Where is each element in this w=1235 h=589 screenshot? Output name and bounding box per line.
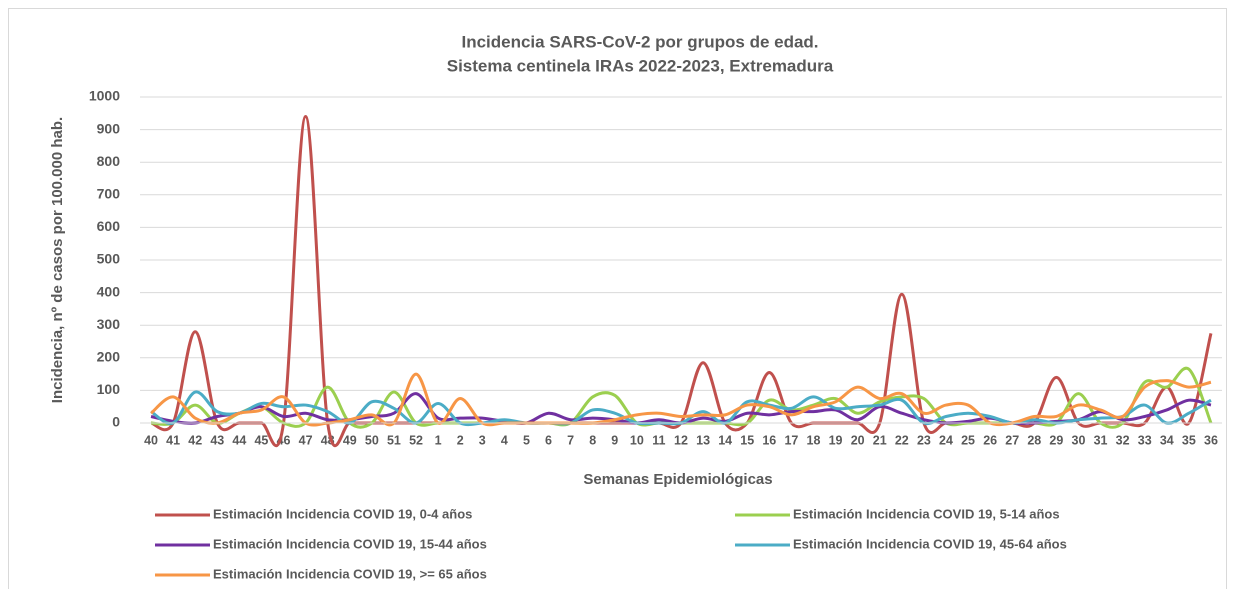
x-tick-label: 51 [387,433,401,447]
x-tick-label: 16 [762,433,776,447]
x-tick-label: 15 [740,433,754,447]
x-tick-label: 47 [299,433,313,447]
y-tick-label: 600 [97,218,121,234]
y-tick-label: 300 [97,316,121,332]
x-tick-label: 27 [1005,433,1019,447]
x-tick-label: 28 [1027,433,1041,447]
y-tick-label: 700 [97,186,121,202]
legend-label: Estimación Incidencia COVID 19, 45-64 añ… [793,536,1067,551]
x-tick-label: 33 [1138,433,1152,447]
x-axis-title: Semanas Epidemiológicas [583,471,772,488]
y-tick-label: 200 [97,349,121,365]
x-tick-label: 11 [652,433,665,447]
x-tick-label: 3 [479,433,486,447]
x-tick-label: 21 [873,433,887,447]
y-axis-title: Incidencia, nº de casos por 100.000 hab. [49,117,66,403]
y-tick-label: 1000 [89,88,120,104]
x-tick-label: 22 [895,433,909,447]
y-tick-label: 900 [97,120,121,136]
x-tick-label: 1 [435,433,442,447]
x-tick-label: 42 [188,433,202,447]
legend-label: Estimación Incidencia COVID 19, 15-44 añ… [213,536,487,551]
x-tick-label: 44 [232,433,246,447]
x-tick-label: 43 [210,433,224,447]
x-tick-label: 17 [784,433,798,447]
x-tick-label: 35 [1182,433,1196,447]
legend-label: Estimación Incidencia COVID 19, >= 65 añ… [213,566,487,581]
x-tick-label: 23 [917,433,931,447]
y-tick-label: 800 [97,153,121,169]
legend-label: Estimación Incidencia COVID 19, 0-4 años [213,506,472,521]
x-tick-label: 2 [457,433,464,447]
chart-subtitle: Sistema centinela IRAs 2022-2023, Extrem… [447,56,834,75]
x-tick-label: 25 [961,433,975,447]
x-tick-label: 14 [718,433,732,447]
x-tick-label: 34 [1160,433,1174,447]
x-tick-label: 6 [545,433,552,447]
x-tick-label: 7 [567,433,574,447]
x-tick-label: 24 [939,433,953,447]
x-tick-label: 52 [409,433,423,447]
x-tick-label: 49 [343,433,357,447]
x-tick-label: 36 [1204,433,1218,447]
chart-border [8,8,1227,589]
x-tick-label: 41 [166,433,180,447]
x-tick-label: 26 [983,433,997,447]
x-tick-label: 8 [589,433,596,447]
x-tick-label: 9 [611,433,618,447]
y-tick-label: 100 [97,381,121,397]
x-tick-label: 12 [674,433,688,447]
y-tick-label: 400 [97,283,121,299]
x-tick-label: 29 [1049,433,1063,447]
chart-title: Incidencia SARS-CoV-2 por grupos de edad… [461,32,818,51]
x-tick-label: 18 [807,433,821,447]
x-tick-label: 32 [1116,433,1130,447]
x-tick-label: 20 [851,433,865,447]
x-tick-label: 40 [144,433,158,447]
x-tick-label: 4 [501,433,508,447]
x-tick-label: 30 [1072,433,1086,447]
x-tick-label: 50 [365,433,379,447]
x-tick-label: 5 [523,433,530,447]
series-line [150,115,1213,448]
x-tick-label: 31 [1094,433,1108,447]
legend-label: Estimación Incidencia COVID 19, 5-14 año… [793,506,1060,521]
x-tick-label: 45 [254,433,268,447]
x-tick-label: 19 [829,433,843,447]
y-tick-label: 500 [97,251,121,267]
x-tick-label: 10 [630,433,644,447]
x-tick-label: 13 [696,433,710,447]
y-tick-label: 0 [112,414,120,430]
